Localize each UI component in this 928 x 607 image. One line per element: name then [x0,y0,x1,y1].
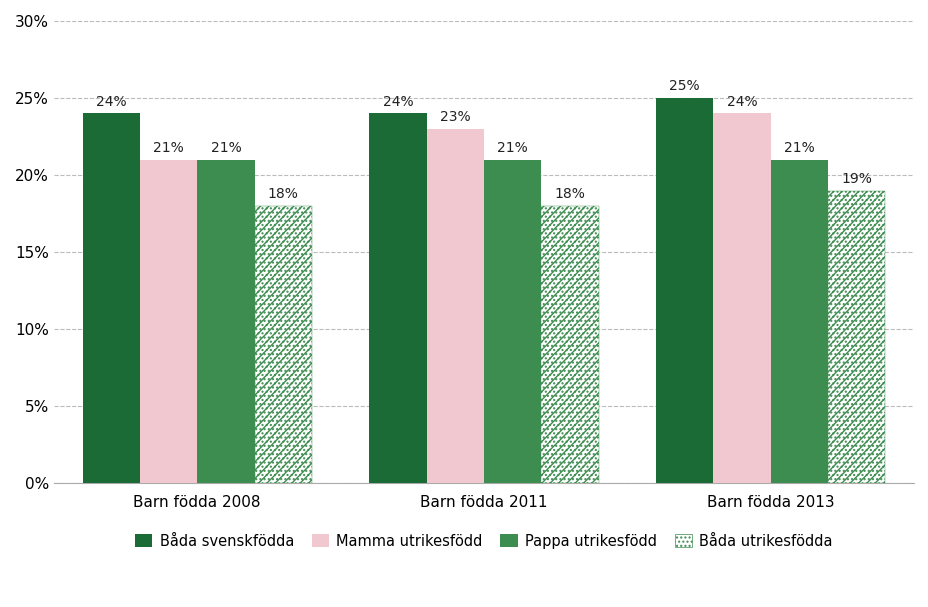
Bar [368,114,426,483]
Text: 18%: 18% [267,188,298,202]
Text: 19%: 19% [841,172,871,186]
Bar [770,160,827,483]
Text: 18%: 18% [554,188,585,202]
Text: 21%: 21% [496,141,527,155]
Bar [713,114,770,483]
Bar [197,160,254,483]
Bar [827,191,884,483]
Bar [254,206,312,483]
Text: 24%: 24% [96,95,126,109]
Bar [426,129,483,483]
Bar [254,206,312,483]
Bar [483,160,541,483]
Bar [83,114,140,483]
Bar [655,98,713,483]
Bar [541,206,598,483]
Bar [827,191,884,483]
Text: 21%: 21% [153,141,184,155]
Text: 24%: 24% [382,95,413,109]
Text: 23%: 23% [440,110,470,124]
Bar [140,160,197,483]
Text: 25%: 25% [668,80,699,93]
Legend: Båda svenskfödda, Mamma utrikesfödd, Pappa utrikesfödd, Båda utrikesfödda: Båda svenskfödda, Mamma utrikesfödd, Pap… [129,528,838,555]
Bar [541,206,598,483]
Text: 21%: 21% [211,141,241,155]
Text: 21%: 21% [783,141,814,155]
Text: 24%: 24% [726,95,756,109]
